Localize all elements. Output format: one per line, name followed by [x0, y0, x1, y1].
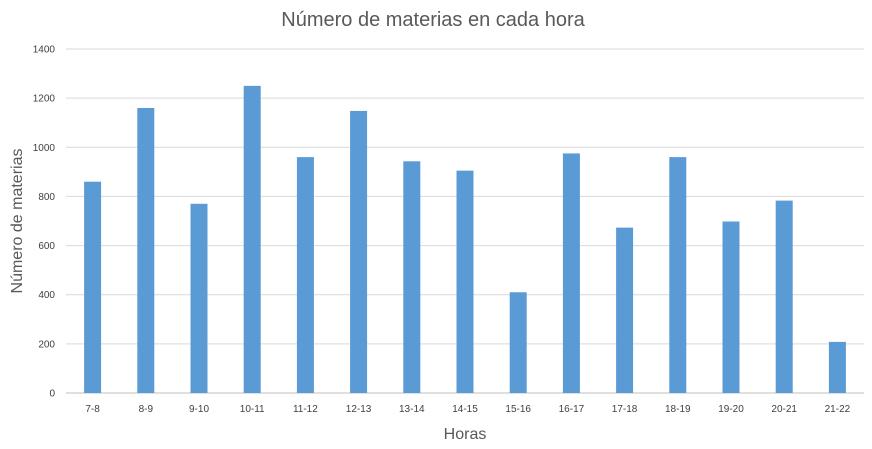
x-tick-label: 15-16 [505, 404, 531, 415]
x-tick-label: 9-10 [189, 404, 209, 415]
y-tick-label: 400 [38, 290, 55, 301]
x-tick-label: 18-19 [665, 404, 691, 415]
y-tick-label: 1400 [33, 45, 56, 56]
x-tick-label: 16-17 [559, 404, 585, 415]
x-tick-label: 12-13 [346, 404, 372, 415]
y-tick-label: 200 [38, 339, 55, 350]
bar-15-16 [509, 292, 527, 393]
y-tick-label: 1000 [33, 143, 56, 154]
bar-13-14 [403, 161, 421, 393]
x-axis-title: Horas [444, 426, 487, 443]
y-axis-title: Número de materias [9, 149, 26, 294]
bar-20-21 [775, 200, 793, 393]
bar-12-13 [350, 110, 368, 394]
x-tick-label: 13-14 [399, 404, 425, 415]
bar-7-8 [84, 181, 102, 393]
x-tick-label: 20-21 [771, 404, 797, 415]
bar-14-15 [456, 170, 474, 393]
x-tick-label: 7-8 [85, 404, 100, 415]
bar-16-17 [562, 153, 580, 393]
bar-8-9 [137, 107, 155, 393]
x-tick-label: 21-22 [825, 404, 851, 415]
y-tick-label: 800 [38, 192, 55, 203]
x-tick-label: 11-12 [293, 404, 318, 415]
x-tick-label: 10-11 [240, 404, 265, 415]
bar-21-22 [828, 341, 846, 393]
bars [84, 85, 846, 394]
y-tick-label: 0 [49, 389, 55, 400]
y-axis-ticks: 0 200 400 600 800 1000 1200 1400 [33, 45, 56, 400]
bar-19-20 [722, 221, 740, 393]
x-axis-ticks: 7-8 8-9 9-10 10-11 11-12 12-13 13-14 14-15 15-16… [85, 404, 850, 415]
bar-10-11 [243, 85, 261, 393]
bar-9-10 [190, 203, 208, 393]
y-tick-label: 600 [38, 241, 55, 252]
bar-17-18 [616, 227, 634, 393]
x-tick-label: 14-15 [452, 404, 478, 415]
bar-11-12 [296, 157, 314, 393]
x-tick-label: 8-9 [139, 404, 154, 415]
chart-title: Número de materias en cada hora [281, 9, 585, 31]
y-tick-label: 1200 [33, 94, 56, 105]
x-tick-label: 19-20 [718, 404, 744, 415]
x-tick-label: 17-18 [612, 404, 638, 415]
bar-18-19 [669, 157, 687, 393]
